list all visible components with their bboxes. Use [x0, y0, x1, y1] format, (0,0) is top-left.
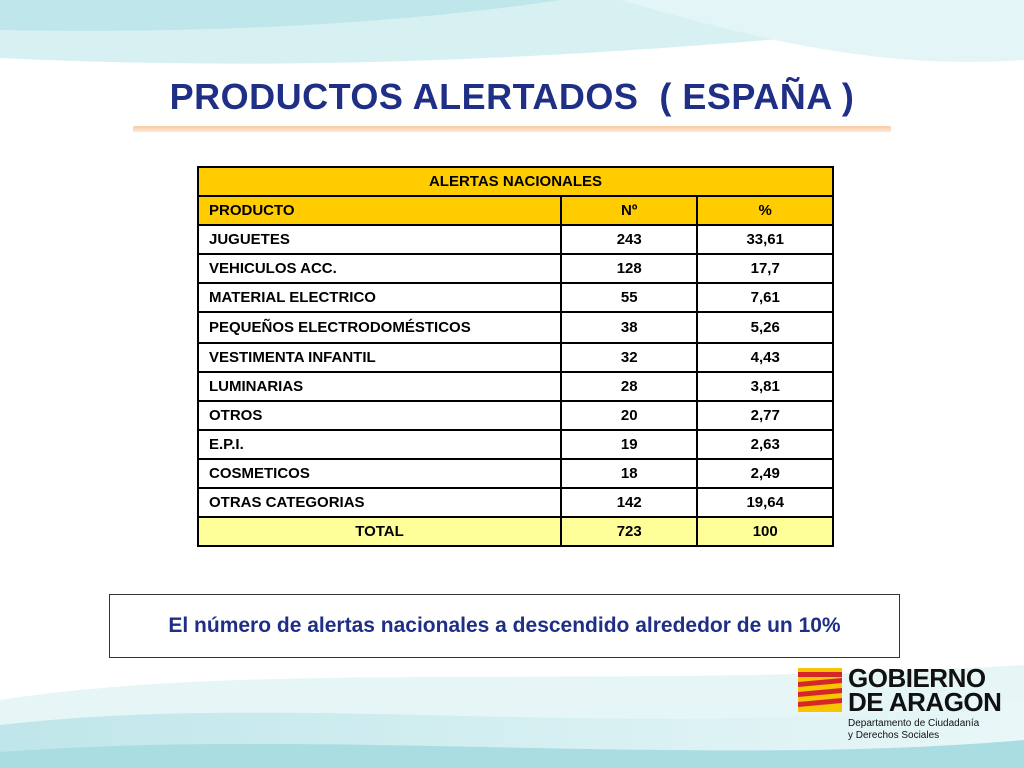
- cell-numero: 128: [559, 253, 699, 284]
- cell-producto: VEHICULOS ACC.: [197, 253, 562, 284]
- total-label: TOTAL: [197, 516, 562, 547]
- table-row: OTROS 20 2,77: [197, 400, 834, 431]
- table-row: VESTIMENTA INFANTIL 32 4,43: [197, 342, 834, 373]
- cell-producto: COSMETICOS: [197, 458, 562, 489]
- note-text: El número de alertas nacionales a descen…: [168, 614, 841, 637]
- cell-numero: 32: [559, 342, 699, 373]
- gobierno-aragon-logo: GOBIERNO DE ARAGON Departamento de Ciuda…: [798, 663, 1008, 746]
- header-numero: Nº: [559, 195, 699, 226]
- table-caption-row: ALERTAS NACIONALES: [197, 166, 834, 197]
- cell-producto: OTROS: [197, 400, 562, 431]
- cell-numero: 19: [559, 429, 699, 460]
- table-row: VEHICULOS ACC. 128 17,7: [197, 253, 834, 284]
- alerts-table: ALERTAS NACIONALES PRODUCTO Nº % JUGUETE…: [197, 166, 834, 547]
- cell-porcentaje: 2,77: [696, 400, 834, 431]
- cell-producto: VESTIMENTA INFANTIL: [197, 342, 562, 373]
- cell-producto: LUMINARIAS: [197, 371, 562, 402]
- cell-producto: JUGUETES: [197, 224, 562, 255]
- cell-producto: E.P.I.: [197, 429, 562, 460]
- table-row: JUGUETES 243 33,61: [197, 224, 834, 255]
- table-row: LUMINARIAS 28 3,81: [197, 371, 834, 402]
- note-box: El número de alertas nacionales a descen…: [109, 594, 900, 658]
- total-porcentaje: 100: [696, 516, 834, 547]
- cell-porcentaje: 19,64: [696, 487, 834, 518]
- cell-porcentaje: 4,43: [696, 342, 834, 373]
- table-row: MATERIAL ELECTRICO 55 7,61: [197, 282, 834, 313]
- table-row: OTRAS CATEGORIAS 142 19,64: [197, 487, 834, 518]
- cell-porcentaje: 5,26: [696, 311, 834, 344]
- aragon-flag-icon: [798, 668, 842, 712]
- cell-porcentaje: 3,81: [696, 371, 834, 402]
- cell-numero: 142: [559, 487, 699, 518]
- slide-title: PRODUCTOS ALERTADOS ( ESPAÑA ): [169, 76, 855, 117]
- cell-porcentaje: 7,61: [696, 282, 834, 313]
- cell-porcentaje: 33,61: [696, 224, 834, 255]
- logo-line2: DE ARAGON: [848, 687, 1002, 717]
- table-header-row: PRODUCTO Nº %: [197, 195, 834, 226]
- cell-numero: 20: [559, 400, 699, 431]
- logo-wordmark: GOBIERNO DE ARAGON: [848, 663, 1002, 717]
- cell-numero: 55: [559, 282, 699, 313]
- logo-line1: GOBIERNO: [848, 663, 986, 693]
- logo-department: Departamento de Ciudadanía y Derechos So…: [848, 718, 979, 742]
- cell-numero: 38: [559, 311, 699, 344]
- table-total-row: TOTAL 723 100: [197, 516, 834, 547]
- table-caption: ALERTAS NACIONALES: [197, 166, 834, 197]
- total-numero: 723: [559, 516, 699, 547]
- table-row: COSMETICOS 18 2,49: [197, 458, 834, 489]
- table-row: E.P.I. 19 2,63: [197, 429, 834, 460]
- cell-porcentaje: 2,63: [696, 429, 834, 460]
- cell-numero: 18: [559, 458, 699, 489]
- cell-producto: OTRAS CATEGORIAS: [197, 487, 562, 518]
- dept-line2: y Derechos Sociales: [848, 730, 940, 741]
- cell-producto: PEQUEÑOS ELECTRODOMÉSTICOS: [197, 311, 562, 344]
- cell-porcentaje: 2,49: [696, 458, 834, 489]
- cell-numero: 28: [559, 371, 699, 402]
- table-row: PEQUEÑOS ELECTRODOMÉSTICOS 38 5,26: [197, 311, 834, 344]
- cell-numero: 243: [559, 224, 699, 255]
- cell-producto: MATERIAL ELECTRICO: [197, 282, 562, 313]
- title-underline: [133, 126, 891, 132]
- dept-line1: Departamento de Ciudadanía: [848, 718, 980, 729]
- header-producto: PRODUCTO: [197, 195, 562, 226]
- header-porcentaje: %: [696, 195, 834, 226]
- cell-porcentaje: 17,7: [696, 253, 834, 284]
